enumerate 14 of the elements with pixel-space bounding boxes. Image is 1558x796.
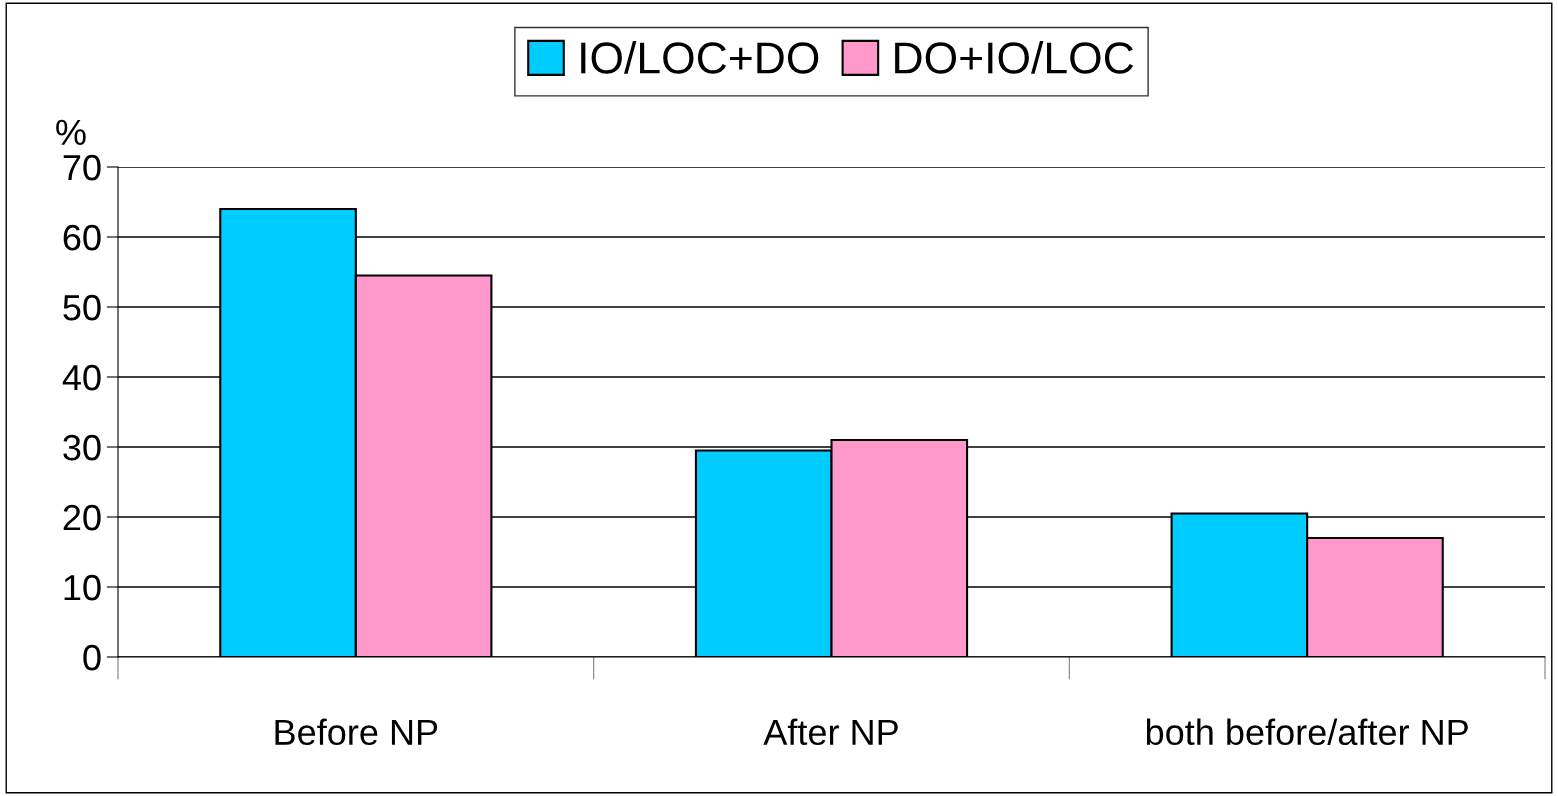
- x-tick-label: After NP: [763, 718, 898, 746]
- x-tick-label: both before/after NP: [1146, 718, 1468, 746]
- x-tick-label: Before NP: [275, 718, 438, 746]
- y-tick-label: 60: [63, 224, 101, 251]
- y-tick-label: 10: [64, 574, 101, 601]
- y-tick-label: 0: [83, 644, 101, 671]
- y-tick-label: 20: [63, 504, 101, 531]
- y-tick-label: 40: [62, 364, 101, 391]
- legend-label: IO/LOC+DO: [581, 41, 819, 74]
- y-tick-label: 70: [63, 154, 101, 181]
- y-tick-label: 50: [63, 294, 101, 321]
- y-axis-title: %: [56, 119, 86, 146]
- y-tick-label: 30: [63, 434, 101, 461]
- legend-label: DO+IO/LOC: [895, 41, 1134, 74]
